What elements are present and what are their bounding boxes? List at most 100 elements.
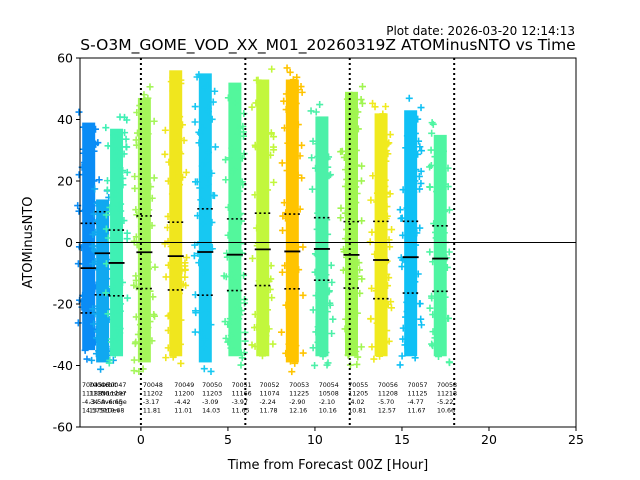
orbit-point-70057 xyxy=(415,137,423,145)
orbit-point-70058 xyxy=(429,342,437,350)
x-tick-label: 5 xyxy=(224,432,232,447)
orbit-point-70047 xyxy=(102,225,110,233)
orbit-point-70057 xyxy=(409,112,417,120)
orbit-point-70056 xyxy=(373,319,381,327)
orbit-point-70056 xyxy=(383,203,391,211)
orbit-number-70052: 70052 xyxy=(260,382,280,389)
orbit-point-70053 xyxy=(290,172,298,180)
orbit-point-70051 xyxy=(227,344,235,352)
orbit-point-70046 xyxy=(104,352,112,360)
orbit-point-70056 xyxy=(381,339,389,347)
orbit-point-70055 xyxy=(342,166,350,174)
orbit-stats-70048: 70048 11202-3.17 11.81 xyxy=(143,382,163,415)
orbit-point-70049 xyxy=(164,326,172,334)
orbit-point-70058 xyxy=(432,234,440,242)
orbit-point-70052 xyxy=(248,103,256,111)
orbit-point-70056 xyxy=(380,291,388,299)
orbit-point-70055 xyxy=(350,225,358,233)
orbit-point-70057 xyxy=(414,115,422,123)
orbit-point-70058 xyxy=(439,316,447,324)
orbit-point-70046 xyxy=(89,230,97,238)
orbit-point-70052 xyxy=(256,322,264,330)
orbit-point-70046 xyxy=(89,305,97,313)
orbit-point-70051 xyxy=(228,271,236,279)
orbit-point-70056 xyxy=(383,188,391,196)
plot-date: Plot date: 2026-03-20 12:14:13 xyxy=(386,24,575,38)
orbit-point-70050 xyxy=(196,184,204,192)
orbit-point-70058 xyxy=(433,161,441,169)
orbit-point-70046 xyxy=(98,255,106,263)
orbit-point-70054 xyxy=(313,225,321,233)
orbit-point-70046 xyxy=(99,229,107,237)
orbit-point-70055 xyxy=(349,98,357,106)
orbit-point-70050 xyxy=(198,162,206,170)
orbit-point-70046 xyxy=(90,246,98,254)
orbit-count-70057: 11125 xyxy=(407,391,427,398)
orbit-point-70052 xyxy=(254,239,262,247)
orbit-point-70055 xyxy=(352,146,360,154)
orbit-point-70056 xyxy=(384,282,392,290)
x-tick-label: 10 xyxy=(307,432,323,447)
orbit-point-70055 xyxy=(348,91,356,99)
orbit-point-70057 xyxy=(414,150,422,158)
orbit-stats-70057: 70057 11125-4.77 11.67 xyxy=(407,382,427,415)
orbit-point-70052 xyxy=(259,203,267,211)
orbit-point-70050 xyxy=(191,103,199,111)
orbit-point-70047 xyxy=(102,289,110,297)
orbit-count-70046: 11136 xyxy=(89,391,109,398)
orbit-point-70048 xyxy=(143,151,151,159)
orbit-point-70046 xyxy=(95,328,103,336)
orbit-point-70056 xyxy=(370,355,378,363)
orbit-point-70058 xyxy=(429,311,437,319)
orbit-average-70048: -3.17 xyxy=(143,399,159,406)
orbit-point-70058 xyxy=(445,248,453,256)
orbit-point-70054 xyxy=(316,293,324,301)
orbit-point-70051 xyxy=(229,276,237,284)
orbit-point-70046 xyxy=(91,258,99,266)
orbit-point-70048 xyxy=(139,313,147,321)
orbit-point-70048 xyxy=(135,367,143,375)
orbit-point-70055 xyxy=(342,182,350,190)
data-layer xyxy=(74,64,453,376)
orbit-point-70047 xyxy=(114,229,122,237)
orbit-point-70049 xyxy=(171,157,179,165)
orbit-point-70052 xyxy=(258,299,266,307)
orbit-point-70047 xyxy=(119,181,127,189)
x-tick-label: 15 xyxy=(394,432,410,447)
orbit-point-70057 xyxy=(417,104,425,112)
orbit-point-70051 xyxy=(230,147,238,155)
orbit-point-70053 xyxy=(295,266,303,274)
orbit-stdev-70055: 10.81 xyxy=(348,408,366,415)
orbit-number-70054: 70054 xyxy=(319,382,339,389)
orbit-point-70058 xyxy=(426,248,434,256)
orbit-point-70053 xyxy=(296,205,304,213)
orbit-point-70050 xyxy=(202,309,210,317)
orbit-point-70057 xyxy=(413,229,421,237)
orbit-point-70058 xyxy=(426,163,434,171)
orbit-stdev-70057: 11.67 xyxy=(407,408,425,415)
orbit-point-70054 xyxy=(325,153,333,161)
orbit-point-70049 xyxy=(163,224,171,232)
orbit-point-70051 xyxy=(233,130,241,138)
orbit-point-70045 xyxy=(82,232,90,240)
orbit-point-70051 xyxy=(225,154,233,162)
y-axis-label: ATOMinusNTO xyxy=(21,196,36,288)
orbit-point-70058 xyxy=(429,328,437,336)
orbit-point-70053 xyxy=(289,221,297,229)
orbit-point-70046 xyxy=(90,210,98,218)
orbit-point-70047 xyxy=(108,335,116,343)
orbit-point-70049 xyxy=(162,354,170,362)
y-tick-label: -60 xyxy=(53,420,73,435)
orbit-point-70049 xyxy=(161,150,169,158)
orbit-point-70055 xyxy=(340,245,348,253)
orbit-point-70058 xyxy=(431,334,439,342)
orbit-point-70045 xyxy=(75,207,83,215)
orbit-point-70047 xyxy=(113,147,121,155)
orbit-point-70051 xyxy=(238,178,246,186)
orbit-point-70056 xyxy=(376,352,384,360)
orbit-point-70056 xyxy=(387,298,395,306)
orbit-point-70053 xyxy=(282,349,290,357)
orbit-point-70045 xyxy=(90,147,98,155)
x-tick-label: 0 xyxy=(137,432,145,447)
